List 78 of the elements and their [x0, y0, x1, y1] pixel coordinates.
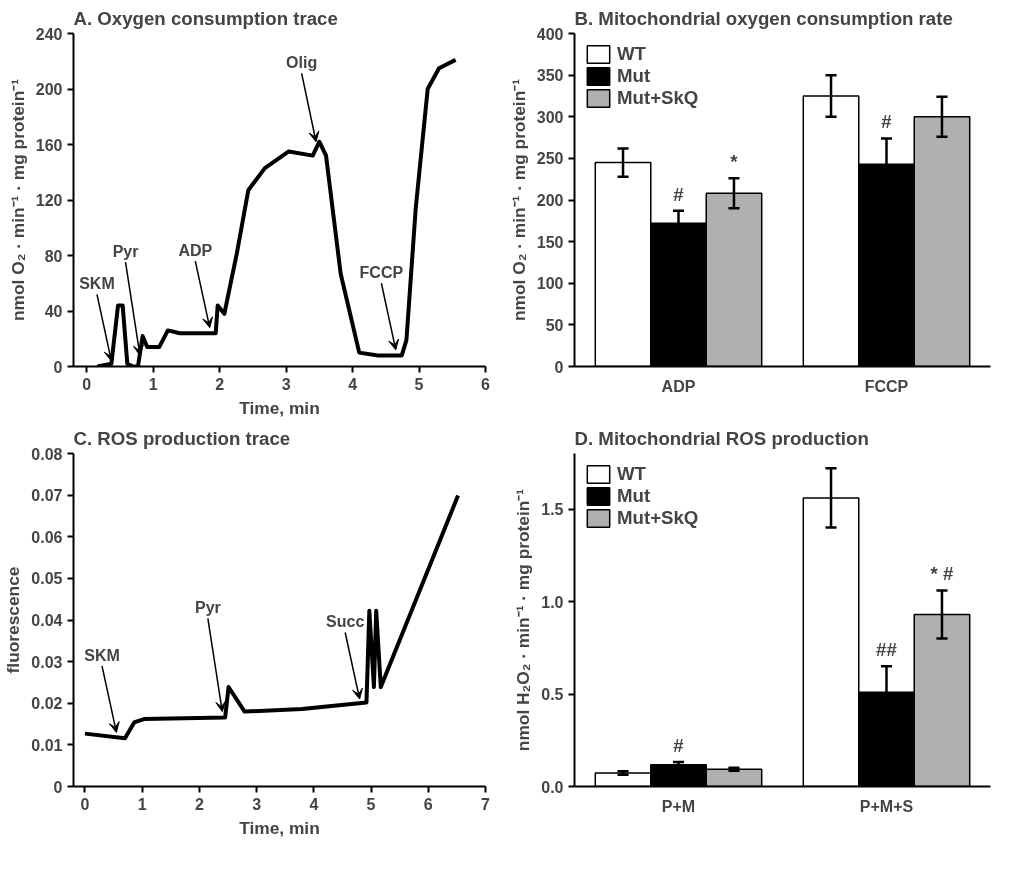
x-tick-label: 4 [309, 795, 319, 813]
y-tick-label: 0.05 [31, 570, 63, 588]
y-tick-label: 40 [44, 303, 63, 320]
annotation: Succ [326, 613, 365, 631]
y-tick-label: 0.01 [31, 736, 63, 754]
y-tick-label: 0.08 [31, 445, 63, 463]
x-tick-label: 6 [481, 375, 491, 393]
legend-label: Mut [617, 65, 651, 87]
x-tick-label: 4 [348, 375, 358, 393]
x-axis-title: Time, min [239, 397, 320, 418]
x-tick-label: P+M+S [859, 797, 914, 815]
y-tick-label: 0.02 [31, 695, 63, 713]
legend-label: WT [617, 43, 647, 65]
y-tick-label: 200 [35, 81, 63, 98]
x-tick-label: 2 [215, 375, 225, 393]
legend-label: Mut [617, 485, 651, 507]
annotation: SKM [84, 646, 120, 664]
x-tick-label: P+M [661, 797, 696, 815]
y-tick-label: 200 [536, 192, 564, 209]
data-label: # [881, 111, 893, 133]
x-tick-label: 0 [82, 375, 92, 393]
y-tick-label: 150 [536, 233, 564, 251]
chart-title: C. ROS production trace [73, 427, 291, 449]
y-tick-label: 0.06 [31, 528, 63, 546]
y-tick-label: 80 [44, 247, 63, 265]
annotation: Pyr [112, 243, 139, 261]
y-tick-label: 0.03 [31, 653, 63, 671]
x-tick-label: 6 [423, 795, 433, 813]
x-tick-label: 7 [481, 795, 491, 813]
x-tick-label: 1 [148, 375, 158, 393]
annotation: Pyr [194, 599, 221, 617]
y-tick-label: 0.5 [541, 686, 564, 703]
y-tick-label: 0 [53, 778, 63, 796]
x-tick-label: ADP [661, 377, 696, 395]
y-tick-label: 0 [53, 358, 63, 376]
y-tick-label: 120 [35, 192, 63, 209]
x-tick-label: 3 [281, 375, 291, 393]
y-tick-label: 0.07 [31, 487, 63, 505]
annotation: SKM [79, 275, 115, 293]
annotation: FCCP [359, 264, 404, 282]
y-tick-label: 300 [536, 108, 564, 126]
y-tick-label: 0.0 [541, 778, 564, 796]
x-tick-label: FCCP [864, 377, 909, 395]
y-tick-label: 0.04 [31, 612, 63, 629]
y-axis-title: nmol H₂O₂ · min⁻¹ · mg protein⁻¹ [513, 488, 534, 752]
x-tick-label: 2 [194, 795, 204, 813]
y-axis-title: fluorescence [3, 566, 24, 674]
y-tick-label: 240 [35, 25, 63, 43]
y-tick-label: 1.5 [541, 501, 564, 518]
legend-label: WT [617, 463, 647, 485]
y-tick-label: 160 [35, 136, 63, 154]
y-tick-label: 350 [536, 67, 564, 85]
data-label: * # [930, 563, 954, 585]
x-tick-label: 0 [80, 795, 90, 813]
x-tick-label: 3 [252, 795, 262, 813]
y-tick-label: 0 [554, 358, 564, 376]
y-tick-label: 400 [536, 25, 564, 43]
annotation: Olig [286, 54, 318, 72]
x-tick-label: 5 [366, 795, 376, 813]
legend-label: Mut+SkQ [617, 87, 699, 109]
data-label: ## [876, 639, 898, 661]
y-tick-label: 50 [545, 316, 564, 334]
x-tick-label: 1 [137, 795, 147, 813]
y-axis-title: nmol O₂ · min⁻¹ · mg protein⁻¹ [508, 78, 529, 322]
chart-title: B. Mitochondrial oxygen consumption rate [574, 7, 953, 29]
chart-title: A. Oxygen consumption trace [73, 7, 338, 29]
data-label: * [730, 151, 739, 173]
y-tick-label: 100 [536, 275, 564, 293]
x-axis-title: Time, min [239, 817, 320, 838]
data-label: # [673, 183, 685, 205]
y-tick-label: 250 [536, 150, 564, 168]
legend-label: Mut+SkQ [617, 507, 699, 529]
y-tick-label: 1.0 [541, 593, 564, 611]
chart-title: D. Mitochondrial ROS production [574, 427, 869, 449]
data-label: # [673, 735, 685, 757]
annotation: ADP [178, 242, 213, 260]
y-axis-title: nmol O₂ · min⁻¹ · mg protein⁻¹ [7, 78, 28, 322]
x-tick-label: 5 [414, 375, 424, 393]
